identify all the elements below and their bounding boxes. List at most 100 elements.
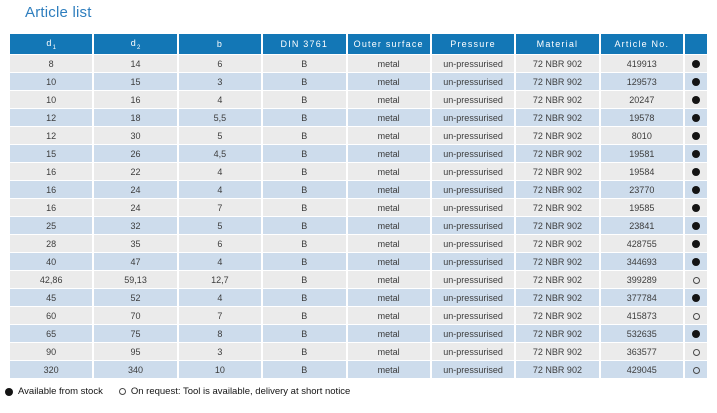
column-header-d1: d1 bbox=[10, 34, 93, 54]
cell-material: 72 NBR 902 bbox=[516, 271, 599, 288]
cell-pressure: un-pressurised bbox=[431, 145, 515, 162]
cell-outer: metal bbox=[347, 307, 430, 324]
cell-din: B bbox=[263, 181, 346, 198]
cell-din: B bbox=[263, 73, 346, 90]
cell-outer: metal bbox=[347, 325, 430, 342]
cell-d1: 40 bbox=[10, 253, 93, 270]
cell-article: 129573 bbox=[600, 73, 683, 90]
cell-article: 419913 bbox=[600, 55, 683, 72]
cell-outer: metal bbox=[347, 127, 430, 144]
cell-b: 3 bbox=[178, 343, 262, 360]
cell-b: 4 bbox=[178, 289, 262, 306]
cell-pressure: un-pressurised bbox=[431, 109, 515, 126]
cell-d2: 26 bbox=[94, 145, 177, 162]
stock-legend: Available from stock On request: Tool is… bbox=[5, 386, 350, 397]
cell-pressure: un-pressurised bbox=[431, 235, 515, 252]
cell-article: 20247 bbox=[600, 91, 683, 108]
cell-b: 3 bbox=[178, 73, 262, 90]
cell-material: 72 NBR 902 bbox=[516, 181, 599, 198]
cell-din: B bbox=[263, 55, 346, 72]
cell-article: 532635 bbox=[600, 325, 683, 342]
cell-article: 377784 bbox=[600, 289, 683, 306]
cell-stock bbox=[685, 91, 707, 108]
cell-material: 72 NBR 902 bbox=[516, 145, 599, 162]
cell-stock bbox=[685, 253, 707, 270]
cell-material: 72 NBR 902 bbox=[516, 343, 599, 360]
stock-filled-icon bbox=[692, 168, 700, 177]
stock-filled-icon bbox=[692, 294, 700, 303]
cell-stock bbox=[685, 145, 707, 162]
legend-available: Available from stock bbox=[5, 386, 103, 397]
cell-din: B bbox=[263, 343, 346, 360]
cell-d2: 30 bbox=[94, 127, 177, 144]
cell-d2: 14 bbox=[94, 55, 177, 72]
cell-outer: metal bbox=[347, 55, 430, 72]
cell-pressure: un-pressurised bbox=[431, 199, 515, 216]
stock-filled-icon bbox=[692, 258, 700, 267]
cell-pressure: un-pressurised bbox=[431, 163, 515, 180]
column-header-stock bbox=[685, 34, 707, 54]
cell-outer: metal bbox=[347, 217, 430, 234]
cell-stock bbox=[685, 235, 707, 252]
table-header: d1 d2 b DIN 3761 Outer surface Pressure Materi… bbox=[10, 34, 707, 54]
cell-din: B bbox=[263, 163, 346, 180]
cell-pressure: un-pressurised bbox=[431, 73, 515, 90]
cell-article: 19581 bbox=[600, 145, 683, 162]
article-table: d1 d2 b DIN 3761 Outer surface Pressure Materi… bbox=[8, 33, 709, 379]
cell-din: B bbox=[263, 127, 346, 144]
cell-outer: metal bbox=[347, 109, 430, 126]
cell-din: B bbox=[263, 91, 346, 108]
cell-stock bbox=[685, 325, 707, 342]
cell-d2: 18 bbox=[94, 109, 177, 126]
cell-d2: 16 bbox=[94, 91, 177, 108]
cell-d2: 32 bbox=[94, 217, 177, 234]
stock-open-icon bbox=[692, 276, 700, 284]
cell-d2: 24 bbox=[94, 181, 177, 198]
stock-filled-icon bbox=[692, 150, 700, 159]
stock-open-icon bbox=[692, 366, 700, 374]
cell-pressure: un-pressurised bbox=[431, 289, 515, 306]
cell-stock bbox=[685, 73, 707, 90]
cell-d1: 42,86 bbox=[10, 271, 93, 288]
cell-material: 72 NBR 902 bbox=[516, 289, 599, 306]
table-header-row: d1 d2 b DIN 3761 Outer surface Pressure Materi… bbox=[10, 34, 707, 54]
cell-material: 72 NBR 902 bbox=[516, 109, 599, 126]
cell-b: 6 bbox=[178, 235, 262, 252]
legend-on-request: On request: Tool is available, delivery … bbox=[118, 386, 350, 397]
cell-d1: 16 bbox=[10, 181, 93, 198]
cell-outer: metal bbox=[347, 181, 430, 198]
cell-stock bbox=[685, 271, 707, 288]
cell-b: 4 bbox=[178, 253, 262, 270]
page-title: Article list bbox=[25, 4, 92, 21]
stock-filled-icon bbox=[692, 186, 700, 195]
cell-b: 7 bbox=[178, 307, 262, 324]
cell-d2: 35 bbox=[94, 235, 177, 252]
cell-material: 72 NBR 902 bbox=[516, 163, 599, 180]
cell-din: B bbox=[263, 307, 346, 324]
cell-pressure: un-pressurised bbox=[431, 91, 515, 108]
cell-material: 72 NBR 902 bbox=[516, 199, 599, 216]
cell-article: 429045 bbox=[600, 361, 683, 378]
cell-b: 7 bbox=[178, 199, 262, 216]
stock-filled-icon bbox=[692, 60, 700, 69]
cell-d1: 60 bbox=[10, 307, 93, 324]
cell-d1: 320 bbox=[10, 361, 93, 378]
cell-pressure: un-pressurised bbox=[431, 271, 515, 288]
cell-outer: metal bbox=[347, 91, 430, 108]
cell-d2: 340 bbox=[94, 361, 177, 378]
cell-din: B bbox=[263, 217, 346, 234]
stock-open-icon bbox=[118, 388, 126, 395]
column-header-din: DIN 3761 bbox=[263, 34, 346, 54]
cell-pressure: un-pressurised bbox=[431, 127, 515, 144]
cell-b: 5 bbox=[178, 217, 262, 234]
cell-outer: metal bbox=[347, 235, 430, 252]
cell-material: 72 NBR 902 bbox=[516, 55, 599, 72]
cell-article: 8010 bbox=[600, 127, 683, 144]
